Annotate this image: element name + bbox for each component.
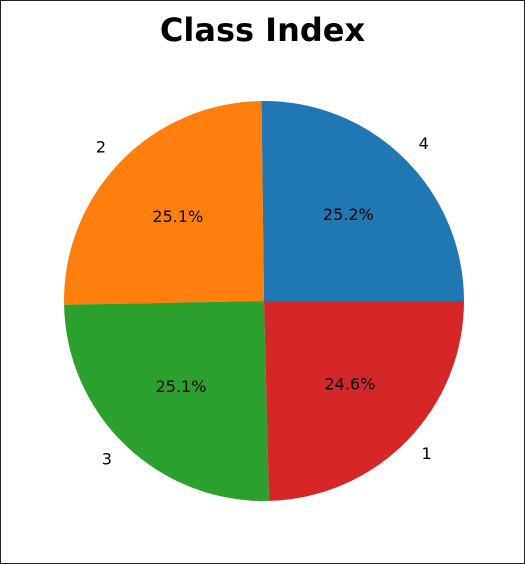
slice-label-2: 2 bbox=[96, 137, 106, 156]
pie-slice-3 bbox=[64, 301, 270, 502]
slice-label-4: 4 bbox=[419, 134, 429, 153]
percent-label-1: 24.6% bbox=[324, 374, 375, 393]
pie-slice-2 bbox=[63, 101, 264, 305]
pie-slice-4 bbox=[261, 100, 464, 301]
percent-label-2: 25.1% bbox=[152, 207, 203, 226]
percent-label-4: 25.2% bbox=[323, 205, 374, 224]
slice-label-3: 3 bbox=[102, 449, 112, 468]
chart-title: Class Index bbox=[159, 11, 366, 49]
slice-label-1: 1 bbox=[422, 444, 432, 463]
percent-label-3: 25.1% bbox=[156, 377, 207, 396]
pie-slice-1 bbox=[264, 301, 464, 501]
